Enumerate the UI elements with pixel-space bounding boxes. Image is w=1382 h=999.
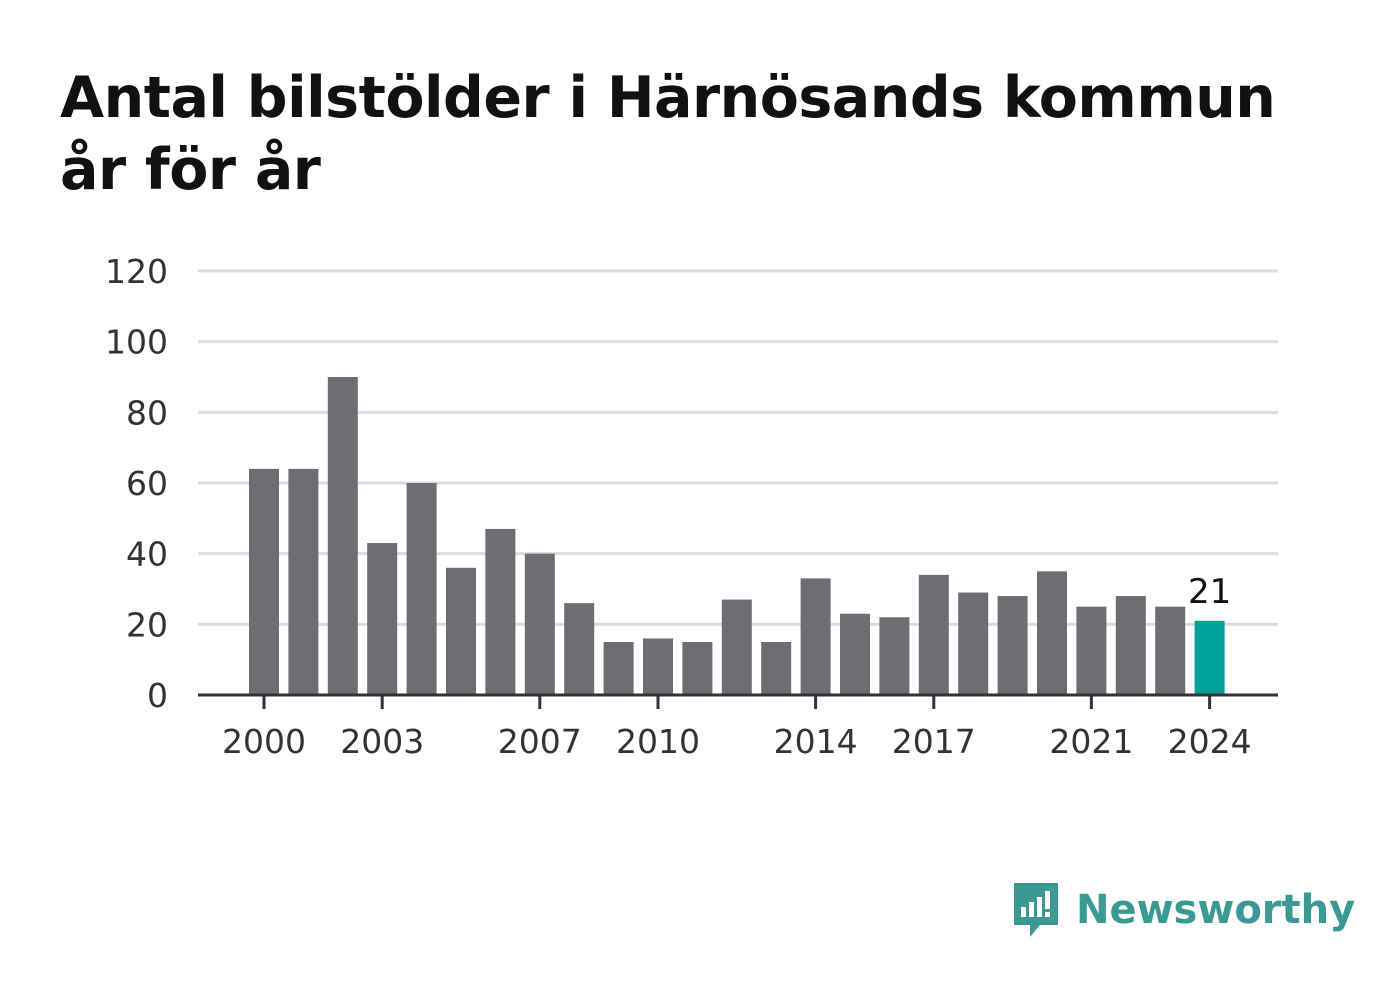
brand-logo: Newsworthy: [1010, 878, 1355, 942]
chart-title: Antal bilstölder i Härnösands kommun år …: [60, 65, 1276, 203]
x-tick-label: 2024: [1168, 722, 1252, 761]
bar-2017: [918, 574, 949, 695]
y-tick-label: 20: [126, 605, 168, 644]
brand-name: Newsworthy: [1076, 887, 1356, 933]
bars: [249, 377, 1225, 695]
newsworthy-logo-icon: [1014, 883, 1058, 937]
x-tick-label: 2010: [616, 722, 700, 761]
bar-2004: [406, 483, 437, 695]
bar-2020: [1037, 571, 1067, 695]
x-tick-label: 2003: [340, 722, 424, 761]
x-axis: 2000 2003 2007 2010 2014 2017 2021 2024: [198, 693, 1278, 761]
x-tick-label: 2007: [498, 722, 582, 761]
y-tick-label: 0: [147, 676, 168, 715]
y-tick-label: 40: [126, 535, 168, 574]
bar-2009: [603, 642, 634, 695]
y-tick-label: 100: [105, 323, 168, 362]
bar-2022: [1115, 596, 1146, 695]
bar-2014: [800, 578, 831, 695]
bar-2015: [840, 613, 870, 695]
bar-2002: [327, 377, 358, 695]
bar-2016: [879, 617, 910, 695]
bar-2011: [682, 642, 713, 695]
y-axis-labels: 0 20 40 60 80 100 120: [105, 252, 168, 715]
bar-2012: [721, 599, 752, 695]
bar-2006: [485, 528, 516, 695]
bar-2001: [288, 468, 319, 695]
bar-2010: [643, 638, 673, 695]
x-tick-label: 2014: [774, 722, 858, 761]
bar-2000: [249, 468, 279, 695]
bar-2019: [997, 596, 1028, 695]
bar-2021: [1076, 606, 1107, 695]
y-tick-label: 120: [105, 252, 168, 291]
y-tick-label: 80: [126, 393, 168, 432]
gridlines: [198, 269, 1278, 626]
annotations: 21: [1188, 572, 1231, 612]
x-tick-label: 2017: [892, 722, 976, 761]
bar-2024: [1194, 620, 1225, 695]
bar-2007: [524, 553, 555, 695]
bar-2013: [761, 642, 792, 695]
bar-2018: [958, 592, 989, 695]
bar-2023: [1155, 606, 1186, 695]
bar-2005: [446, 567, 476, 695]
bar-2003: [367, 543, 398, 695]
data-label: 21: [1188, 572, 1231, 612]
y-tick-label: 60: [126, 464, 168, 503]
x-tick-label: 2000: [222, 722, 306, 761]
bar-2008: [564, 603, 595, 695]
x-tick-label: 2021: [1049, 722, 1133, 761]
